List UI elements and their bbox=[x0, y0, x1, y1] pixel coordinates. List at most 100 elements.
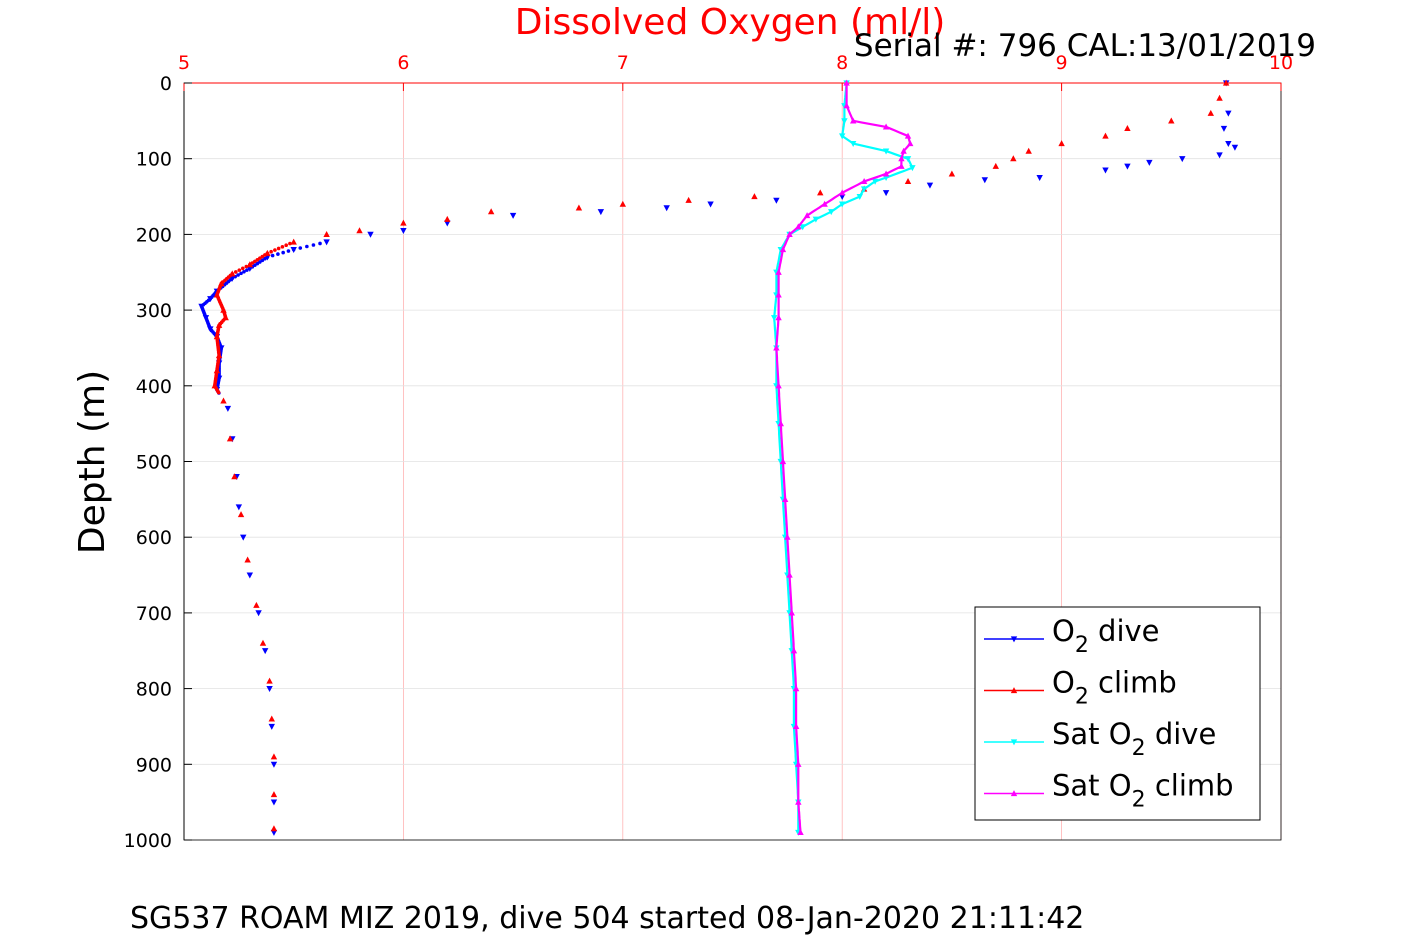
o2-dive-point bbox=[926, 182, 934, 189]
o2-climb-point bbox=[222, 314, 229, 321]
sat-o2-dive-point bbox=[904, 156, 912, 163]
o2-dive-trace bbox=[276, 252, 280, 256]
o2-dive-point bbox=[246, 572, 254, 579]
o2-dive-point bbox=[367, 231, 374, 238]
o2-climb-trace bbox=[233, 270, 238, 274]
sat-o2-climb-point bbox=[882, 170, 890, 177]
o2-climb-point bbox=[619, 200, 626, 207]
legend-marker-sat-o2-climb bbox=[1010, 790, 1018, 797]
o2-climb-point bbox=[226, 435, 234, 442]
y-tick-label: 900 bbox=[136, 754, 172, 776]
o2-dive-point bbox=[1036, 175, 1043, 182]
y-tick-label: 500 bbox=[136, 452, 172, 474]
sat-o2-climb-point bbox=[839, 189, 846, 196]
o2-dive-trace bbox=[281, 250, 285, 255]
o2-dive-point bbox=[1146, 159, 1153, 166]
o2-dive-point bbox=[261, 648, 269, 655]
series-layer bbox=[198, 79, 1239, 836]
o2-climb-trace bbox=[284, 243, 288, 248]
o2-climb-point bbox=[270, 825, 278, 832]
sat-o2-climb-point bbox=[786, 571, 793, 578]
sat-o2-climb-point bbox=[775, 314, 782, 321]
sat-o2-climb-point bbox=[781, 495, 789, 502]
o2-climb-point bbox=[400, 219, 407, 226]
o2-dive-point bbox=[323, 239, 330, 246]
sat-o2-dive-point bbox=[828, 209, 835, 216]
sat-o2-dive-point bbox=[770, 315, 778, 322]
o2-dive-point bbox=[663, 205, 670, 212]
o2-climb-point bbox=[1124, 125, 1131, 132]
o2-climb-point bbox=[215, 321, 223, 328]
o2-climb-point bbox=[817, 189, 824, 196]
sat-o2-dive-line bbox=[773, 82, 914, 833]
sat-o2-climb-point bbox=[849, 117, 857, 124]
o2-dive-trace bbox=[318, 241, 322, 246]
o2-dive-point bbox=[773, 197, 780, 204]
o2-climb-point bbox=[270, 791, 278, 798]
y-axis-label: Depth (m) bbox=[72, 370, 113, 554]
sat-o2-dive-point bbox=[841, 118, 848, 125]
o2-dive-point bbox=[229, 275, 236, 282]
o2-dive-point bbox=[1124, 163, 1131, 170]
sat-o2-climb-point bbox=[882, 123, 890, 130]
legend-box bbox=[974, 606, 1261, 821]
sat-o2-dive-point bbox=[812, 216, 820, 223]
o2-climb-trace bbox=[237, 268, 242, 272]
sat-o2-climb-point bbox=[803, 212, 811, 219]
o2-dive-point bbox=[1225, 140, 1232, 147]
o2-climb-point bbox=[270, 753, 278, 760]
o2-climb-trace bbox=[244, 264, 249, 269]
o2-climb-point bbox=[215, 352, 223, 359]
sat-o2-climb-point bbox=[898, 155, 905, 162]
o2-climb-point bbox=[244, 556, 251, 563]
sat-o2-climb-point bbox=[898, 162, 905, 169]
o2-climb-point bbox=[575, 204, 583, 211]
o2-dive-point bbox=[882, 190, 890, 197]
o2-climb-series bbox=[211, 79, 1230, 832]
o2-dive-trace bbox=[298, 246, 303, 250]
o2-dive-point bbox=[270, 761, 278, 768]
o2-dive-point bbox=[1231, 144, 1239, 151]
o2-dive-trace bbox=[286, 249, 291, 253]
o2-climb-point bbox=[213, 333, 221, 340]
x-axis-ticks: 5 6 7 8 9 10 bbox=[178, 52, 1293, 91]
o2-dive-trace bbox=[236, 273, 240, 277]
legend: O2 dive O2 climb Sat O2 dive Sat O2 climb bbox=[974, 606, 1261, 821]
o2-dive-trace bbox=[242, 269, 246, 274]
o2-climb-point bbox=[213, 367, 221, 374]
legend-label-o2-climb: O2 climb bbox=[1052, 666, 1177, 710]
sat-o2-climb-point bbox=[795, 798, 802, 805]
legend-marker-o2-climb bbox=[1010, 687, 1018, 694]
sat-o2-dive-point bbox=[882, 175, 890, 182]
o2-dive-point bbox=[290, 246, 297, 253]
legend-label-sat-o2-climb: Sat O2 climb bbox=[1052, 769, 1234, 813]
x-tick-label: 7 bbox=[617, 52, 629, 74]
chart-subtitle: Serial #: 796 CAL:13/01/2019 bbox=[854, 28, 1316, 64]
o2-dive-point bbox=[1179, 156, 1186, 163]
o2-dive-point bbox=[270, 799, 278, 806]
o2-climb-point bbox=[220, 306, 227, 313]
o2-climb-point bbox=[948, 170, 956, 177]
o2-climb-point bbox=[1168, 117, 1175, 124]
o2-dive-point bbox=[246, 265, 254, 272]
sat-o2-climb-point bbox=[860, 178, 868, 185]
o2-dive-point bbox=[509, 212, 517, 219]
sat-o2-climb-series bbox=[773, 79, 914, 836]
o2-climb-point bbox=[268, 715, 275, 722]
o2-climb-trace bbox=[269, 249, 273, 254]
o2-climb-point bbox=[290, 238, 297, 245]
o2-climb-point bbox=[211, 382, 218, 389]
o2-climb-point bbox=[259, 639, 267, 646]
o2-climb-point bbox=[323, 231, 330, 237]
o2-dive-point bbox=[270, 829, 278, 836]
sat-o2-climb-point bbox=[907, 140, 914, 147]
x-tick-label: 10 bbox=[1269, 52, 1293, 74]
o2-climb-point bbox=[231, 473, 238, 480]
o2-dive-point bbox=[240, 534, 247, 541]
o2-climb-point bbox=[229, 270, 236, 277]
y-tick-label: 200 bbox=[136, 224, 172, 246]
o2-climb-point bbox=[751, 193, 758, 200]
o2-dive-point bbox=[444, 220, 451, 227]
o2-dive-trace bbox=[311, 243, 316, 247]
